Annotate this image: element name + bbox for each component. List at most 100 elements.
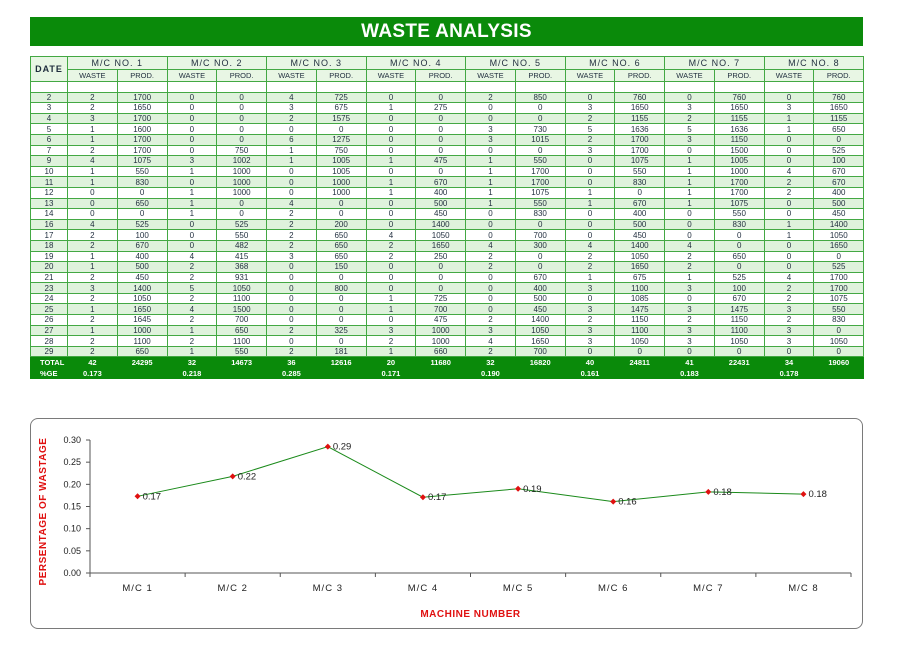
table-cell: 1700	[813, 271, 865, 284]
table-cell: 670	[713, 292, 765, 305]
percentage-spacer-cell	[713, 367, 765, 380]
table-cell: 1	[664, 186, 715, 199]
table-cell: 1636	[614, 123, 666, 135]
table-cell: 0	[315, 123, 367, 135]
table-cell: 2	[166, 271, 218, 284]
table-cell: 500	[614, 218, 666, 231]
table-cell: 0	[415, 123, 467, 135]
waste-col-header: WASTE	[67, 69, 118, 82]
table-cell: 0	[166, 218, 218, 231]
machine-header-7: M/C NO. 7	[664, 56, 765, 70]
table-cell: 2	[166, 292, 218, 305]
percentage-spacer-cell	[116, 367, 168, 380]
table-cell: 1400	[514, 314, 566, 326]
table-cell: 525	[813, 261, 865, 273]
percentage-spacer-cell	[216, 367, 268, 380]
table-cell: 0	[166, 229, 218, 241]
table-cell: 450	[514, 303, 566, 316]
table-cell: 0	[266, 271, 317, 284]
table-cell: 800	[315, 282, 367, 294]
table-cell: 1	[763, 229, 815, 241]
table-cell: 0	[315, 292, 367, 305]
series-line	[137, 446, 804, 503]
table-cell: 0	[166, 123, 218, 135]
table-cell: 1	[67, 261, 118, 273]
table-cell: 1650	[614, 261, 666, 273]
data-label: 0.18	[808, 489, 827, 500]
table-cell: 1	[763, 123, 815, 135]
prod-col-header: PROD.	[216, 69, 268, 82]
table-cell: 1	[166, 345, 218, 358]
table-cell: 4	[465, 335, 516, 347]
table-cell: 4	[67, 218, 118, 231]
table-cell: 2	[266, 324, 317, 337]
table-cell: 0	[116, 186, 168, 199]
table-row: 12 0 0 1 1000 0 1000 1 400 1 1075 1 0 1 1700 2 400	[30, 186, 865, 199]
table-cell: 1002	[216, 155, 268, 167]
table-cell: 250	[415, 250, 467, 263]
table-cell: 1500	[216, 303, 268, 316]
table-row: 4 3 1700 0 0 2 1575 0 0 0 0 2 1155 2 1155 1 1155	[30, 112, 865, 125]
table-cell: 2	[564, 261, 616, 273]
table-cell: 1000	[216, 176, 268, 188]
table-cell: 1	[564, 271, 616, 284]
percentage-spacer-cell	[813, 367, 865, 380]
table-cell: 0	[166, 176, 218, 188]
table-cell: 1100	[216, 335, 268, 347]
table-cell: 2	[664, 112, 715, 125]
table-cell: 1100	[614, 324, 666, 337]
data-label: 0.22	[238, 471, 257, 482]
table-cell: 0	[67, 186, 118, 199]
table-cell: 1050	[713, 335, 765, 347]
table-cell: 0	[415, 165, 467, 178]
table-cell: 0	[564, 165, 616, 178]
table-cell: 660	[415, 345, 467, 358]
table-row: 17 2 100 0 550 2 650 4 1050 0 700 0 450 0 0 1 1050	[30, 229, 865, 241]
table-cell: 550	[216, 229, 268, 241]
table-cell: 400	[415, 186, 467, 199]
table-cell: 0	[465, 218, 516, 231]
date-cell: 5	[30, 123, 68, 135]
table-cell: 1	[365, 292, 417, 305]
table-cell: 2	[564, 250, 616, 263]
table-cell: 0	[166, 144, 218, 157]
table-cell	[266, 81, 317, 93]
table-cell: 1050	[216, 282, 268, 294]
table-cell: 0	[266, 176, 317, 188]
table-cell: 1	[166, 324, 218, 337]
table-cell: 1	[166, 165, 218, 178]
table-cell: 2	[166, 335, 218, 347]
machine-header-8: M/C NO. 8	[763, 56, 865, 70]
table-cell: 0	[415, 282, 467, 294]
table-cell: 1	[365, 176, 417, 188]
percentage-label: %GE	[30, 367, 68, 380]
table-cell: 550	[116, 165, 168, 178]
table-cell: 1400	[614, 239, 666, 252]
page-title: WASTE ANALYSIS	[30, 17, 863, 46]
table-cell: 830	[514, 208, 566, 220]
machine-header-1: M/C NO. 1	[67, 56, 168, 70]
table-cell: 325	[315, 324, 367, 337]
table-row: 28 2 1100 2 1100 0 0 2 1000 4 1650 3 1050 3 1050 3 1050	[30, 335, 865, 347]
data-point	[229, 473, 236, 480]
table-cell: 1	[67, 250, 118, 263]
table-cell: 0	[564, 91, 616, 104]
table-cell: 181	[315, 345, 367, 358]
table-cell: 0	[564, 176, 616, 188]
machine-header-6: M/C NO. 6	[564, 56, 666, 70]
table-cell: 500	[116, 261, 168, 273]
table-cell: 525	[813, 144, 865, 157]
table-cell: 0	[365, 91, 417, 104]
table-cell: 2	[67, 144, 118, 157]
table-cell: 550	[713, 208, 765, 220]
table-cell: 3	[365, 324, 417, 337]
table-cell: 3	[664, 335, 715, 347]
table-cell: 830	[116, 176, 168, 188]
waste-col-header: WASTE	[763, 69, 815, 82]
table-cell: 0	[266, 282, 317, 294]
table-cell: 100	[813, 155, 865, 167]
table-cell: 1005	[315, 155, 367, 167]
table-cell: 1700	[614, 133, 666, 146]
date-cell: 19	[30, 250, 68, 263]
x-tick-label: M/C 2	[218, 583, 248, 594]
